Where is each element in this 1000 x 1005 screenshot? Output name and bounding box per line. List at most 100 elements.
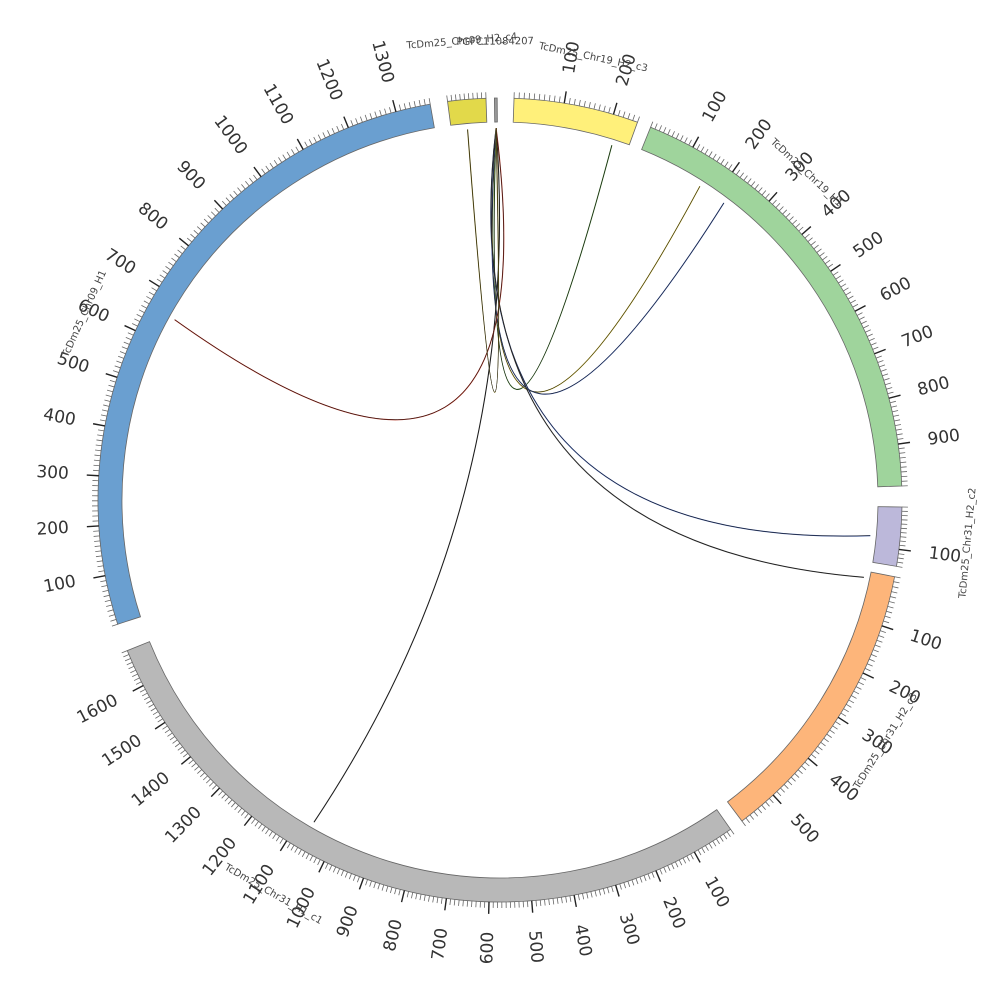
tick-label: 500 [524,930,547,964]
minor-tick [582,893,583,899]
minor-tick [105,600,111,602]
minor-tick [825,260,830,264]
minor-tick [385,109,387,115]
minor-tick [603,889,605,895]
minor-tick [178,250,183,254]
minor-tick [333,867,335,872]
minor-tick [234,191,238,196]
major-tick [693,137,699,148]
minor-tick [865,330,870,333]
minor-tick [676,133,679,138]
minor-tick [796,223,800,227]
minor-tick [411,892,412,898]
minor-tick [900,462,906,463]
minor-tick [865,668,870,671]
minor-tick [879,635,885,637]
minor-tick [798,770,802,774]
minor-tick [349,874,351,880]
minor-tick [386,886,388,892]
minor-tick [856,687,861,690]
major-tick [87,475,99,476]
minor-tick [380,110,382,116]
minor-tick [755,184,759,189]
minor-tick [609,107,611,113]
minor-tick [463,900,464,906]
minor-tick [194,230,199,234]
minor-tick [651,122,653,128]
minor-tick [599,890,600,896]
minor-tick [729,164,732,169]
major-tick [863,673,874,678]
minor-tick [341,870,343,876]
minor-tick [153,712,158,715]
minor-tick [698,850,701,855]
minor-tick [110,380,116,382]
minor-tick [429,98,430,104]
minor-tick [375,112,377,118]
minor-tick [291,845,294,850]
minor-tick [720,836,723,841]
minor-tick [867,664,872,666]
minor-tick [895,577,901,578]
tick-label: 500 [786,810,823,847]
tick-label: 900 [333,903,363,940]
minor-tick [751,181,755,186]
minor-tick [141,305,146,308]
minor-tick [824,738,829,742]
tick-label: 500 [850,228,888,263]
minor-tick [899,448,905,449]
minor-tick [893,587,899,588]
minor-tick [318,135,321,140]
major-tick [133,686,144,692]
minor-tick [854,691,859,694]
minor-tick [98,566,104,567]
minor-tick [789,217,793,221]
tick-label: 1400 [128,768,174,811]
minor-tick [314,858,317,863]
minor-tick [846,292,851,295]
minor-tick [399,889,400,895]
minor-tick [721,159,724,164]
major-tick [564,91,566,103]
tick-label: 300 [36,462,70,484]
minor-tick [818,746,823,750]
minor-tick [106,395,112,397]
minor-tick [746,818,750,823]
minor-tick [713,841,716,846]
minor-tick [880,631,886,633]
minor-tick [310,856,313,861]
minor-tick [607,887,609,893]
minor-tick [897,434,903,435]
link-6 [314,128,500,822]
segment-tcdm25-chr31-h2-c3 [727,572,894,821]
minor-tick [628,881,630,887]
minor-tick [102,410,108,411]
minor-tick [689,140,692,145]
minor-tick [255,821,259,826]
minor-tick [262,826,266,831]
minor-tick [365,115,367,121]
minor-tick [861,678,866,681]
minor-tick [637,117,639,123]
minor-tick [540,900,541,906]
minor-tick [222,794,226,798]
minor-tick [200,773,204,777]
minor-tick [820,253,825,257]
minor-tick [95,546,101,547]
segment-tcdm25-chr19-h2-c3 [513,98,637,145]
minor-tick [454,899,455,905]
minor-tick [96,440,102,441]
minor-tick [776,203,780,207]
minor-tick [140,689,145,692]
minor-tick [416,893,417,899]
tick-label: 700 [428,927,452,962]
minor-tick [298,850,301,855]
minor-tick [892,411,898,412]
major-tick [179,238,188,246]
minor-tick [894,420,900,421]
minor-tick [249,178,253,183]
minor-tick [269,831,272,836]
minor-tick [158,719,163,722]
major-tick [402,890,405,902]
